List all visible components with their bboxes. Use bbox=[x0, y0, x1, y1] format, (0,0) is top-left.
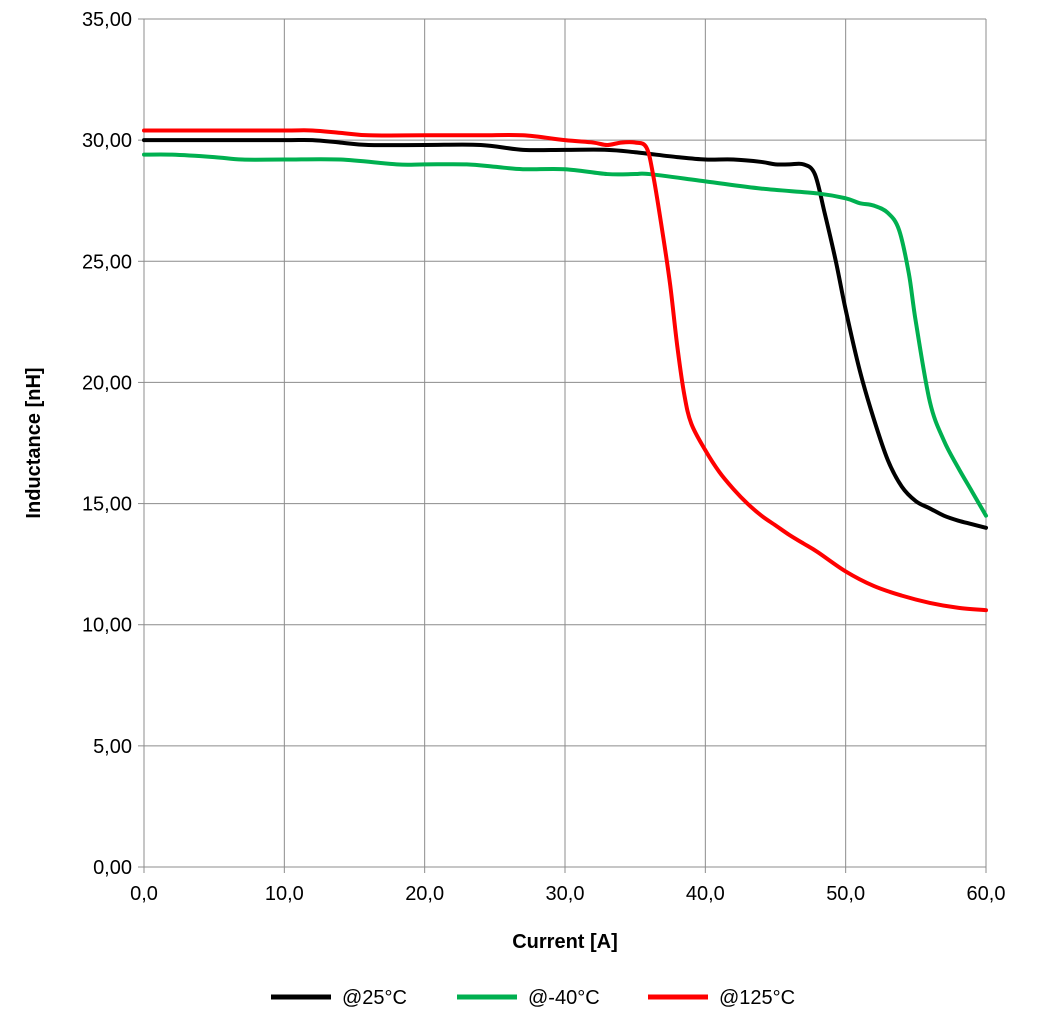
legend-label: @-40°C bbox=[528, 987, 600, 1009]
legend: @25°C @-40°C @125°C bbox=[271, 987, 795, 1009]
series-line-0 bbox=[142, 137, 988, 530]
legend-label: @125°C bbox=[719, 987, 795, 1009]
y-tick-label: 20,00 bbox=[82, 372, 132, 394]
x-tick-label: 20,0 bbox=[405, 883, 444, 905]
x-tick-label: 60,0 bbox=[967, 883, 1006, 905]
tick-labels: 0,00 5,00 10,00 15,00 20,00 25,00 30,00 35,00 0,… bbox=[82, 9, 1006, 905]
x-tick-label: 40,0 bbox=[686, 883, 725, 905]
legend-label: @25°C bbox=[342, 987, 407, 1009]
y-tick-label: 25,00 bbox=[82, 251, 132, 273]
x-tick-label: 30,0 bbox=[546, 883, 585, 905]
y-tick-label: 10,00 bbox=[82, 615, 132, 637]
grid bbox=[138, 18, 987, 873]
x-tick-label: 0,0 bbox=[130, 883, 158, 905]
x-tick-label: 50,0 bbox=[826, 883, 865, 905]
y-tick-label: 35,00 bbox=[82, 9, 132, 31]
series-lines bbox=[142, 128, 988, 613]
series-line-1 bbox=[142, 152, 988, 518]
x-tick-label: 10,0 bbox=[265, 883, 304, 905]
y-tick-label: 0,00 bbox=[93, 857, 132, 879]
x-axis-title: Current [A] bbox=[512, 931, 618, 953]
y-axis-title: Inductance [nH] bbox=[23, 367, 45, 518]
y-tick-label: 30,00 bbox=[82, 130, 132, 152]
y-tick-label: 5,00 bbox=[93, 736, 132, 758]
y-tick-label: 15,00 bbox=[82, 494, 132, 516]
series-line-2 bbox=[142, 128, 988, 613]
